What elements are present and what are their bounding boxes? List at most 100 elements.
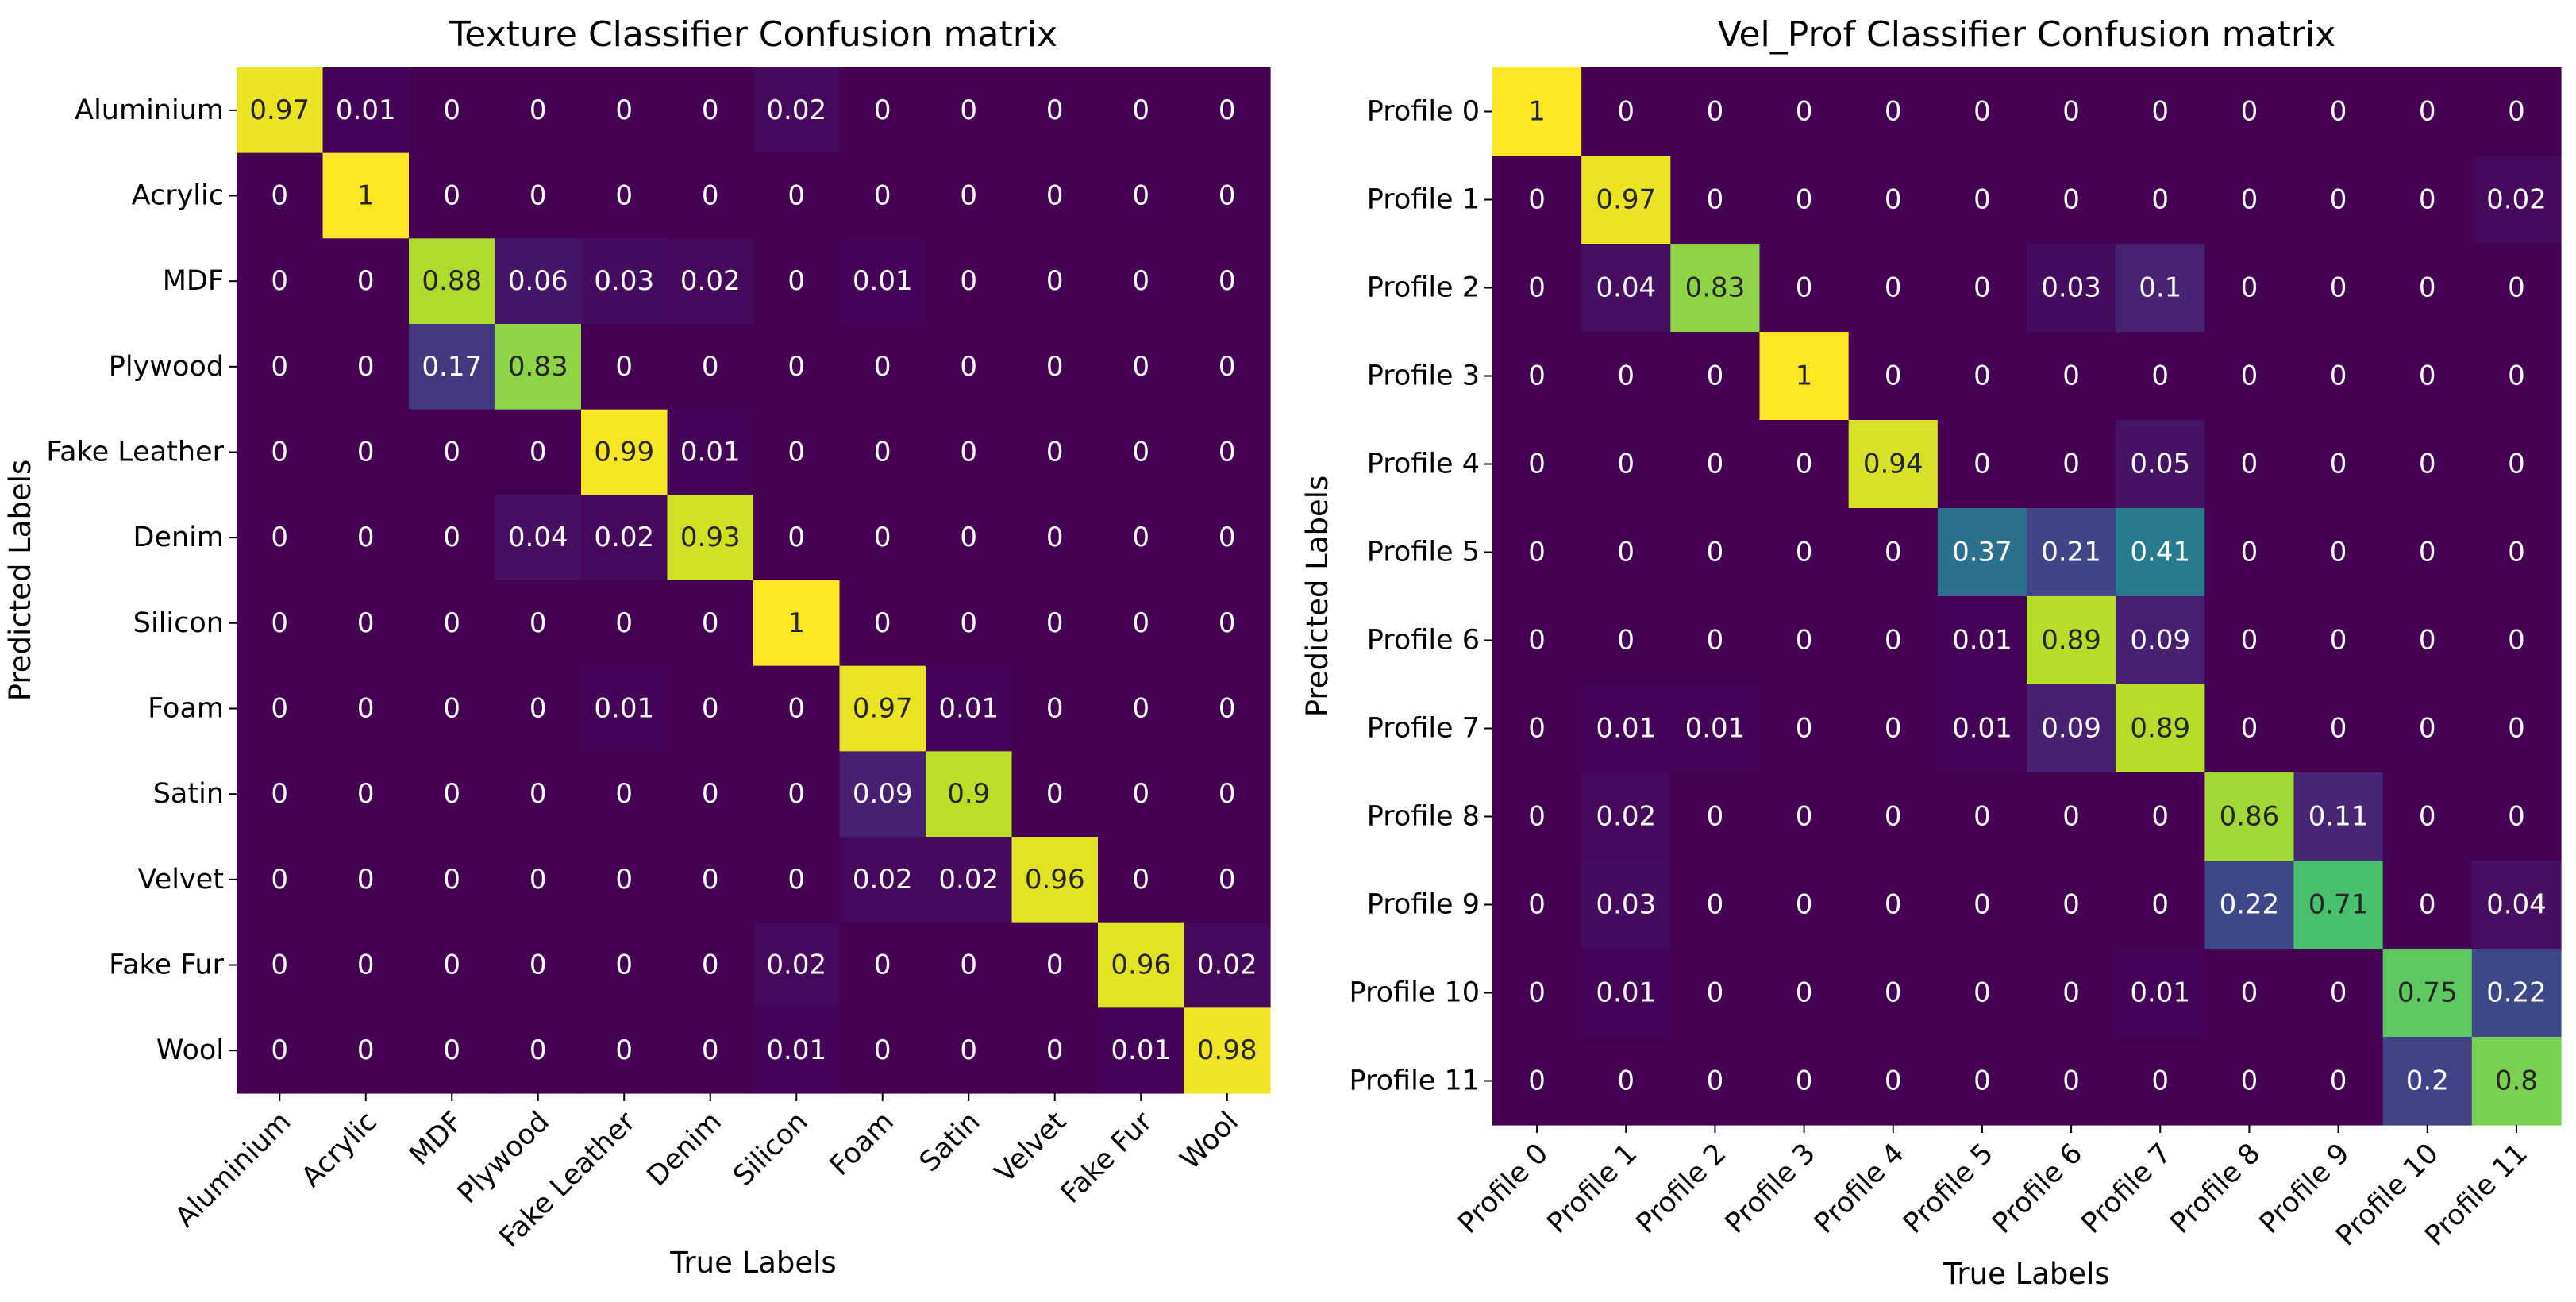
heatmap-cell: [1098, 580, 1185, 667]
cell-value-label: 0: [1132, 522, 1149, 553]
cell-value-label: 0: [960, 522, 977, 553]
heatmap-cell: [926, 751, 1013, 838]
heatmap-cell: [1759, 332, 1850, 421]
heatmap-cell: [1492, 861, 1582, 950]
x-axis-label: True Labels: [1943, 1257, 2109, 1291]
cell-value-label: 0: [357, 693, 375, 725]
heatmap-cell: [2027, 772, 2116, 861]
cell-value-label: 0.01: [2130, 977, 2190, 1009]
cell-value-label: 0.02: [680, 265, 741, 297]
cell-value-label: 0: [443, 180, 460, 212]
heatmap-cell: [926, 580, 1013, 667]
cell-value-label: 0: [960, 180, 977, 212]
cell-value-label: 0: [1617, 537, 1635, 568]
heatmap-cell: [2204, 596, 2295, 685]
heatmap-cell: [2204, 772, 2295, 861]
cell-value-label: 0: [357, 864, 375, 896]
cell-value-label: 0: [2419, 625, 2436, 657]
heatmap-cell: [2116, 861, 2205, 950]
heatmap-cell: [2116, 508, 2205, 597]
cell-value-label: 0: [1132, 607, 1149, 639]
heatmap-cell: [926, 67, 1013, 154]
x-tick-label-profile-2: Profile 2: [1631, 1138, 1733, 1240]
x-tick-label-satin: Satin: [914, 1106, 986, 1178]
heatmap-cell: [926, 409, 1013, 495]
cell-value-label: 0.37: [1952, 537, 2012, 568]
cell-value-label: 0: [615, 778, 633, 810]
heatmap-cell: [581, 922, 668, 1008]
cell-value-label: 0: [702, 693, 719, 725]
cell-value-label: 0: [271, 180, 288, 212]
cell-value-label: 0: [2241, 360, 2258, 392]
heatmap-cell: [926, 495, 1013, 581]
heatmap-cell: [2471, 596, 2562, 685]
cell-value-label: 0.05: [2130, 449, 2190, 480]
heatmap-cell: [926, 324, 1013, 410]
cell-value-label: 0: [1796, 449, 1813, 480]
heatmap-cell: [667, 837, 754, 923]
x-tick-label-aluminium: Aluminium: [169, 1106, 297, 1234]
cell-value-label: 0: [2151, 184, 2169, 216]
cell-value-label: 0.02: [766, 950, 826, 981]
heatmap-cell: [1098, 67, 1185, 154]
cell-value-label: 0: [1617, 1065, 1635, 1097]
cell-value-label: 0: [1528, 889, 1546, 921]
heatmap-cell: [495, 324, 582, 410]
heatmap-cell: [2027, 420, 2116, 509]
heatmap-cell: [753, 1007, 841, 1094]
heatmap-cell: [322, 67, 410, 154]
cell-value-label: 0: [443, 522, 460, 553]
cell-value-label: 0: [443, 94, 460, 126]
heatmap-cell: [753, 751, 841, 838]
cell-value-label: 0: [2330, 1065, 2347, 1097]
heatmap-cell: [2382, 861, 2473, 950]
heatmap-cell: [2027, 332, 2116, 421]
y-tick-label-denim: Denim: [133, 522, 225, 553]
cell-value-label: 0: [874, 94, 891, 126]
cell-value-label: 0: [443, 864, 460, 896]
cell-value-label: 0: [1885, 713, 1902, 745]
heatmap-cell: [2293, 244, 2384, 333]
cell-value-label: 0: [615, 1034, 633, 1066]
cell-value-label: 0: [2151, 96, 2169, 128]
y-tick-label-profile-1: Profile 1: [1367, 184, 1480, 216]
y-tick-label-aluminium: Aluminium: [75, 94, 224, 126]
heatmap-cell: [667, 324, 754, 410]
cell-value-label: 0.97: [1596, 184, 1656, 216]
heatmap-cell: [1670, 861, 1761, 950]
cell-value-label: 0: [2508, 272, 2525, 304]
heatmap-cell: [495, 665, 582, 752]
cell-value-label: 0: [1132, 94, 1149, 126]
heatmap-cell: [2116, 67, 2205, 156]
heatmap-cell: [581, 67, 668, 154]
cell-value-label: 0: [2419, 272, 2436, 304]
cell-value-label: 0: [443, 1034, 460, 1066]
cell-value-label: 0: [874, 607, 891, 639]
cell-value-label: 0: [1219, 693, 1236, 725]
cell-value-label: 0: [529, 864, 547, 896]
y-tick-label-profile-4: Profile 4: [1367, 449, 1480, 480]
heatmap-cell: [2204, 949, 2295, 1038]
heatmap-cell: [1581, 508, 1671, 597]
heatmap-cell: [409, 580, 496, 667]
heatmap-cell: [1492, 1037, 1582, 1126]
cell-value-label: 0.02: [594, 522, 654, 553]
cell-value-label: 0: [1885, 977, 1902, 1009]
x-tick-label-fake-fur: Fake Fur: [1055, 1105, 1159, 1209]
heatmap-cell: [2382, 420, 2473, 509]
y-tick-label-velvet: Velvet: [138, 864, 224, 896]
cell-value-label: 0.96: [1111, 950, 1171, 981]
cell-value-label: 0: [2241, 977, 2258, 1009]
cell-value-label: 0: [960, 607, 977, 639]
cell-value-label: 0: [702, 1034, 719, 1066]
heatmap-cell: [1848, 156, 1939, 245]
heatmap-cell: [1581, 949, 1671, 1038]
heatmap-cell: [1937, 156, 2027, 245]
cell-value-label: 0.06: [508, 265, 568, 297]
heatmap-cell: [2204, 508, 2295, 597]
cell-value-label: 0.9: [947, 778, 990, 810]
heatmap-cell: [753, 152, 841, 239]
cell-value-label: 0: [1707, 1065, 1724, 1097]
cell-value-label: 0: [1219, 778, 1236, 810]
cell-value-label: 0.02: [853, 864, 913, 896]
